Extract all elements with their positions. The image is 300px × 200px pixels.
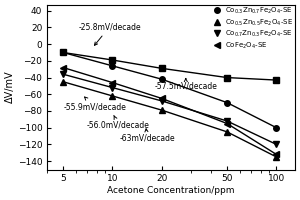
Text: -57.5mV/decade: -57.5mV/decade (154, 78, 217, 90)
Legend: Co$_{0.3}$Zn$_{0.7}$Fe$_2$O$_4$-SE, Co$_{0.5}$Zn$_{0.5}$Fe$_2$O$_4$-SE, Co$_{0.7: Co$_{0.3}$Zn$_{0.7}$Fe$_2$O$_4$-SE, Co$_… (209, 5, 294, 51)
X-axis label: Acetone Concentration/ppm: Acetone Concentration/ppm (107, 186, 235, 195)
Text: -63mV/decade: -63mV/decade (119, 129, 175, 142)
Text: -55.9mV/decade: -55.9mV/decade (63, 97, 126, 111)
Y-axis label: ΔV/mV: ΔV/mV (5, 71, 15, 103)
Text: -56.0mV/decade: -56.0mV/decade (87, 115, 150, 130)
Text: -25.8mV/decade: -25.8mV/decade (79, 22, 141, 45)
